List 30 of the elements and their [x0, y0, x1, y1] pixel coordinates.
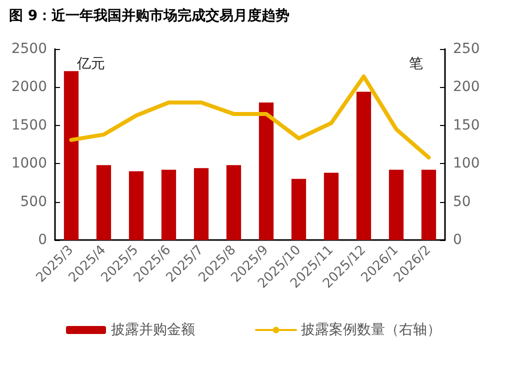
- y-tick-label: 2000: [11, 79, 47, 96]
- y2-tick-label: 250: [453, 41, 480, 57]
- y2-tick-label: 0: [453, 232, 462, 248]
- bar: [96, 165, 112, 240]
- y2-tick-label: 100: [453, 156, 480, 172]
- bar: [258, 102, 274, 240]
- bar: [421, 170, 436, 240]
- y2-tick-label: 50: [453, 194, 471, 210]
- y2-axis-title: 笔: [409, 56, 423, 72]
- y-tick-label: 0: [38, 232, 47, 248]
- bar: [161, 170, 176, 240]
- bar: [226, 165, 242, 240]
- legend-label: 披露并购金额: [111, 322, 195, 338]
- y2-tick-label: 200: [453, 79, 480, 96]
- chart-title: 图 9：近一年我国并购市场完成交易月度趋势: [9, 7, 290, 24]
- y-tick-label: 1000: [11, 156, 47, 172]
- y-tick-label: 500: [20, 194, 47, 210]
- y2-tick-label: 150: [453, 117, 480, 134]
- bar: [388, 170, 404, 240]
- legend-label: 披露案例数量（右轴）: [301, 321, 441, 338]
- bar: [64, 71, 79, 240]
- bar: [324, 172, 339, 240]
- bar: [128, 171, 144, 240]
- line-series: [69, 74, 431, 160]
- bar: [194, 168, 209, 240]
- y-axis-title: 亿元: [76, 56, 105, 72]
- bar: [356, 92, 372, 240]
- y-tick-label: 1500: [11, 117, 47, 134]
- bar: [291, 178, 306, 240]
- y-tick-label: 2500: [11, 41, 47, 57]
